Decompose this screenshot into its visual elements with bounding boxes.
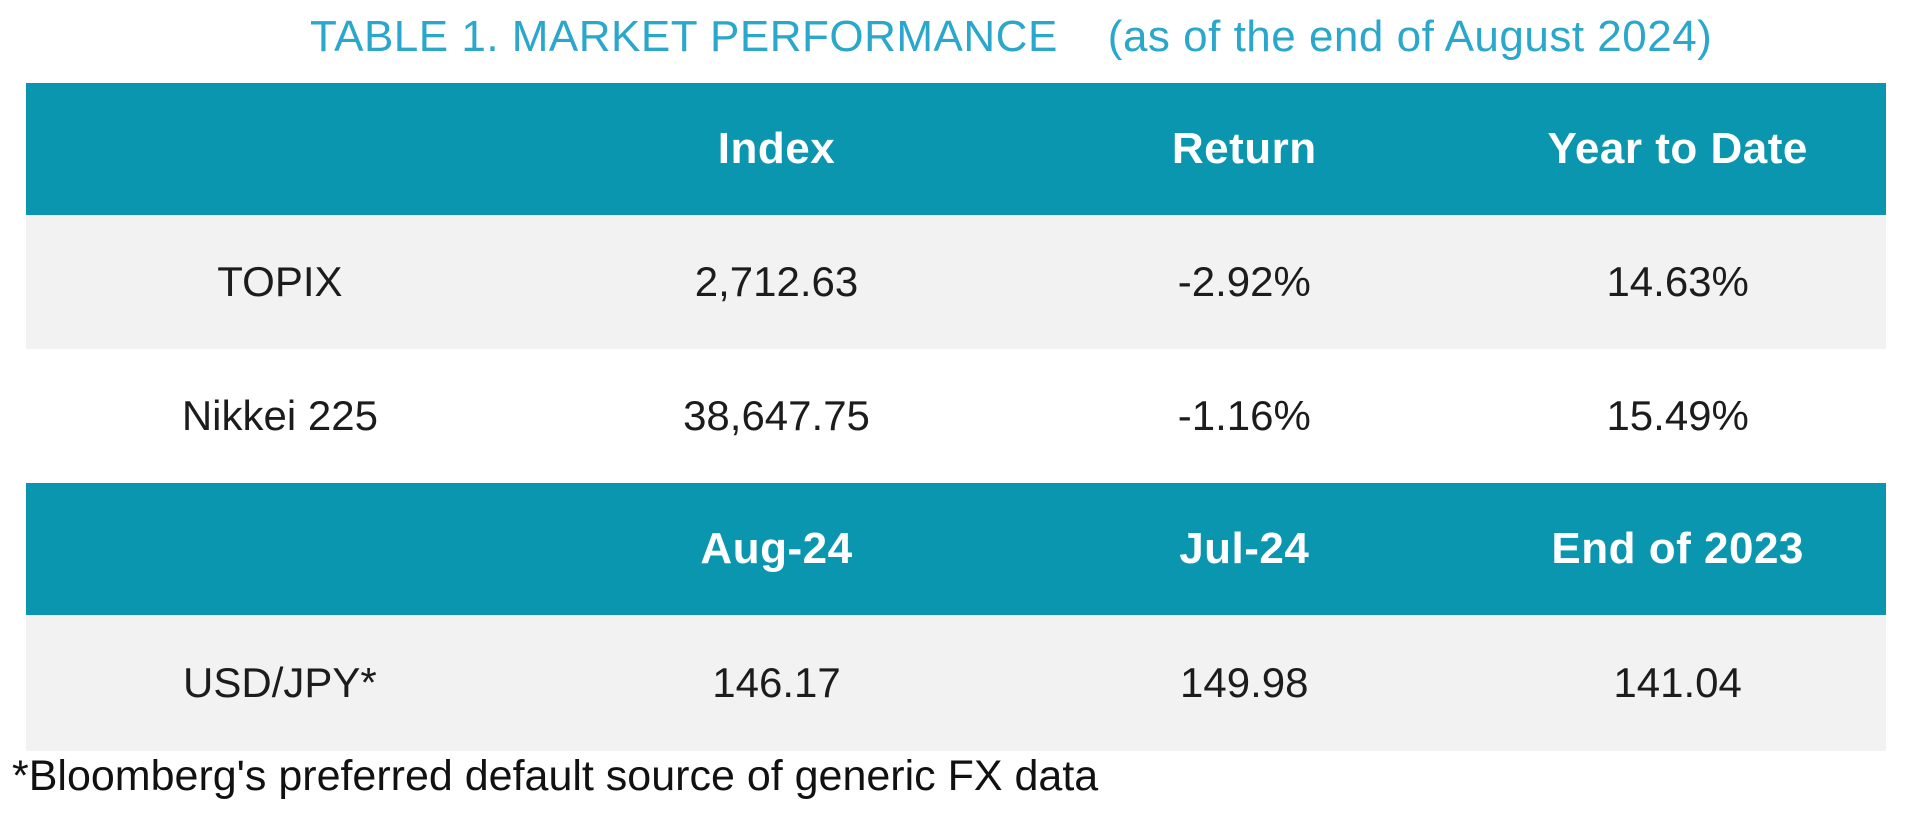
topix-return-value: -2.92%	[1019, 215, 1470, 349]
header-cell-aug-24: Aug-24	[533, 483, 1020, 615]
nikkei-return-value: -1.16%	[1019, 349, 1470, 483]
row-label-topix: TOPIX	[26, 215, 534, 349]
row-label-nikkei-225: Nikkei 225	[26, 349, 534, 483]
topix-index-value: 2,712.63	[533, 215, 1020, 349]
table-title-date-note: (as of the end of August 2024)	[1107, 12, 1713, 61]
header-cell-blank-2	[26, 483, 534, 615]
header-cell-blank-1	[26, 83, 534, 215]
header-row-indices: Index Return Year to Date	[26, 83, 1886, 215]
table-row-topix: TOPIX 2,712.63 -2.92% 14.63%	[26, 215, 1886, 349]
market-performance-table: Index Return Year to Date TOPIX 2,712.63…	[26, 83, 1886, 751]
topix-ytd-value: 14.63%	[1469, 215, 1886, 349]
table-row-nikkei-225: Nikkei 225 38,647.75 -1.16% 15.49%	[26, 349, 1886, 483]
nikkei-index-value: 38,647.75	[533, 349, 1020, 483]
header-cell-return: Return	[1019, 83, 1470, 215]
header-cell-jul-24: Jul-24	[1019, 483, 1470, 615]
usdjpy-end-2023-value: 141.04	[1469, 615, 1886, 751]
header-cell-index: Index	[533, 83, 1020, 215]
usdjpy-jul-24-value: 149.98	[1019, 615, 1470, 751]
header-row-fx-periods: Aug-24 Jul-24 End of 2023	[26, 483, 1886, 615]
table-title-text: TABLE 1. MARKET PERFORMANCE	[310, 12, 1058, 61]
header-cell-year-to-date: Year to Date	[1469, 83, 1886, 215]
table-row-usd-jpy: USD/JPY* 146.17 149.98 141.04	[26, 615, 1886, 751]
bloomberg-footnote: *Bloomberg's preferred default source of…	[12, 752, 1099, 800]
usdjpy-aug-24-value: 146.17	[533, 615, 1020, 751]
nikkei-ytd-value: 15.49%	[1469, 349, 1886, 483]
header-cell-end-of-2023: End of 2023	[1469, 483, 1886, 615]
row-label-usd-jpy: USD/JPY*	[26, 615, 534, 751]
table-title: TABLE 1. MARKET PERFORMANCE (as of the en…	[310, 12, 1712, 63]
